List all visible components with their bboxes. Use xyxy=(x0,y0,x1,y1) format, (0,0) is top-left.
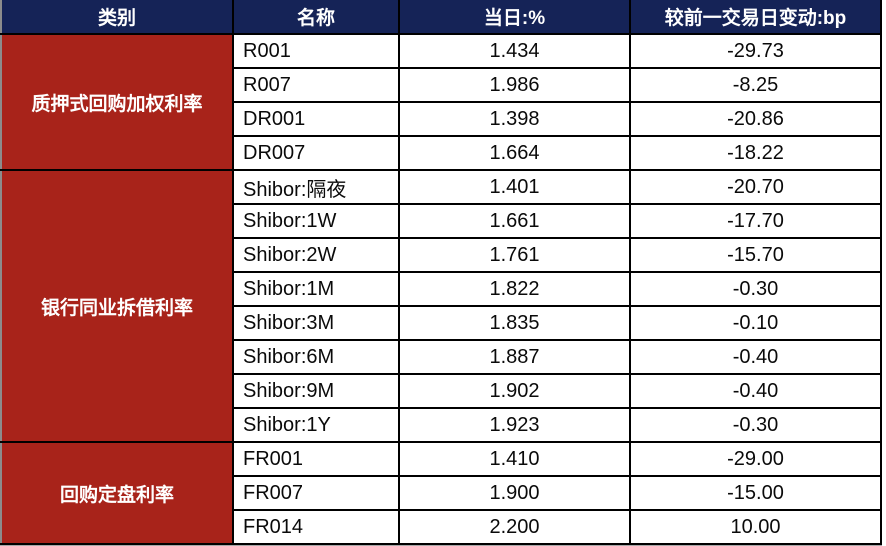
instrument-name-cell: DR007 xyxy=(232,135,400,171)
instrument-name-cell: Shibor:隔夜 xyxy=(232,169,400,205)
instrument-name-cell: Shibor:1M xyxy=(232,271,400,307)
instrument-name-cell: Shibor:1W xyxy=(232,203,400,239)
instrument-name-cell: DR001 xyxy=(232,101,400,137)
table-row: Shibor:6M 1.887 -0.40 xyxy=(1,339,882,375)
rate-value-cell: 1.410 xyxy=(398,441,631,477)
instrument-name-cell: Shibor:1Y xyxy=(232,407,400,443)
category-cell: 银行同业拆借利率 xyxy=(0,169,234,443)
rate-value-cell: 1.434 xyxy=(398,33,631,69)
rate-value-cell: 1.761 xyxy=(398,237,631,273)
change-value-cell: -20.86 xyxy=(629,101,882,137)
change-value-cell: -0.40 xyxy=(629,339,882,375)
rate-value-cell: 1.822 xyxy=(398,271,631,307)
change-value-cell: -0.30 xyxy=(629,271,882,307)
rate-value-cell: 1.986 xyxy=(398,67,631,103)
table-row: Shibor:9M 1.902 -0.40 xyxy=(1,373,882,409)
table-row: R007 1.986 -8.25 xyxy=(1,67,882,103)
rate-value-cell: 1.661 xyxy=(398,203,631,239)
table-row: Shibor:1M 1.822 -0.30 xyxy=(1,271,882,307)
table-row: DR007 1.664 -18.22 xyxy=(1,135,882,171)
table-row: Shibor:2W 1.761 -15.70 xyxy=(1,237,882,273)
category-cell: 质押式回购加权利率 xyxy=(0,33,234,171)
table-row: Shibor:1W 1.661 -17.70 xyxy=(1,203,882,239)
table-row: FR014 2.200 10.00 xyxy=(1,509,882,545)
change-value-cell: -0.40 xyxy=(629,373,882,409)
change-value-cell: -15.70 xyxy=(629,237,882,273)
change-value-cell: -20.70 xyxy=(629,169,882,205)
table-header-row: 类别 名称 当日:% 较前一交易日变动:bp xyxy=(0,0,882,35)
column-header-0: 类别 xyxy=(0,0,234,35)
table-row: 回购定盘利率 FR001 1.410 -29.00 xyxy=(0,441,882,545)
table-row: DR001 1.398 -20.86 xyxy=(1,101,882,137)
rate-value-cell: 1.398 xyxy=(398,101,631,137)
change-value-cell: -18.22 xyxy=(629,135,882,171)
change-value-cell: 10.00 xyxy=(629,509,882,545)
instrument-name-cell: Shibor:2W xyxy=(232,237,400,273)
change-value-cell: -29.73 xyxy=(629,33,882,69)
column-header-1: 名称 xyxy=(232,0,400,35)
table-row: Shibor:1Y 1.923 -0.30 xyxy=(1,407,882,443)
instrument-name-cell: Shibor:6M xyxy=(232,339,400,375)
change-value-cell: -0.30 xyxy=(629,407,882,443)
change-value-cell: -29.00 xyxy=(629,441,882,477)
table-body: 质押式回购加权利率 R001 1.434 -29.73 R007 1.986 -8.25 DR… xyxy=(0,33,882,545)
rate-value-cell: 1.835 xyxy=(398,305,631,341)
rate-value-cell: 1.664 xyxy=(398,135,631,171)
instrument-name-cell: R001 xyxy=(232,33,400,69)
change-value-cell: -15.00 xyxy=(629,475,882,511)
instrument-name-cell: Shibor:3M xyxy=(232,305,400,341)
instrument-name-cell: FR014 xyxy=(232,509,400,545)
instrument-name-cell: FR001 xyxy=(232,441,400,477)
instrument-name-cell: FR007 xyxy=(232,475,400,511)
column-header-2: 当日:% xyxy=(398,0,631,35)
rate-value-cell: 1.923 xyxy=(398,407,631,443)
table-row: FR007 1.900 -15.00 xyxy=(1,475,882,511)
table-row: 质押式回购加权利率 R001 1.434 -29.73 xyxy=(0,33,882,171)
rate-value-cell: 2.200 xyxy=(398,509,631,545)
rate-value-cell: 1.887 xyxy=(398,339,631,375)
rate-value-cell: 1.401 xyxy=(398,169,631,205)
rate-value-cell: 1.900 xyxy=(398,475,631,511)
column-header-3: 较前一交易日变动:bp xyxy=(629,0,882,35)
rate-value-cell: 1.902 xyxy=(398,373,631,409)
change-value-cell: -8.25 xyxy=(629,67,882,103)
instrument-name-cell: Shibor:9M xyxy=(232,373,400,409)
change-value-cell: -0.10 xyxy=(629,305,882,341)
change-value-cell: -17.70 xyxy=(629,203,882,239)
category-cell: 回购定盘利率 xyxy=(0,441,234,545)
header-row: 类别 名称 当日:% 较前一交易日变动:bp xyxy=(0,0,882,35)
instrument-name-cell: R007 xyxy=(232,67,400,103)
table-row: Shibor:3M 1.835 -0.10 xyxy=(1,305,882,341)
table-row: 银行同业拆借利率 Shibor:隔夜 1.401 -20.70 xyxy=(0,169,882,443)
